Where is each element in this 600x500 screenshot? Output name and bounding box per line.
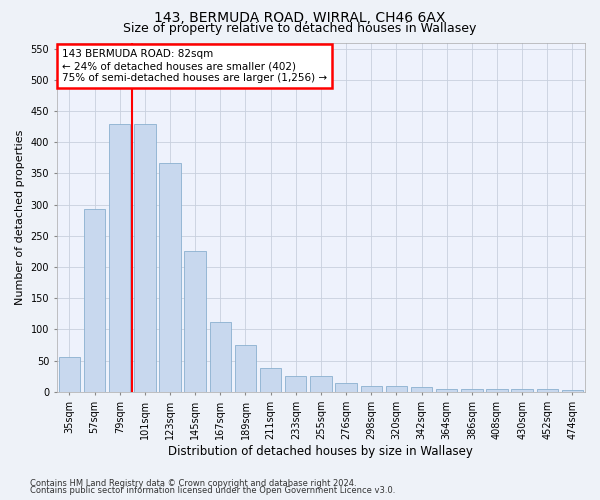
X-axis label: Distribution of detached houses by size in Wallasey: Distribution of detached houses by size … — [169, 444, 473, 458]
Bar — [134, 124, 155, 392]
Bar — [84, 209, 105, 392]
Text: Contains HM Land Registry data © Crown copyright and database right 2024.: Contains HM Land Registry data © Crown c… — [30, 478, 356, 488]
Bar — [461, 388, 482, 392]
Bar — [335, 383, 357, 392]
Text: 143, BERMUDA ROAD, WIRRAL, CH46 6AX: 143, BERMUDA ROAD, WIRRAL, CH46 6AX — [154, 11, 446, 25]
Bar — [436, 388, 457, 392]
Bar — [536, 390, 558, 392]
Bar — [411, 387, 432, 392]
Bar — [511, 390, 533, 392]
Bar — [209, 322, 231, 392]
Y-axis label: Number of detached properties: Number of detached properties — [15, 130, 25, 305]
Bar — [562, 390, 583, 392]
Bar — [235, 345, 256, 392]
Bar — [260, 368, 281, 392]
Bar — [486, 390, 508, 392]
Bar — [59, 358, 80, 392]
Bar — [361, 386, 382, 392]
Bar — [310, 376, 332, 392]
Text: 143 BERMUDA ROAD: 82sqm
← 24% of detached houses are smaller (402)
75% of semi-d: 143 BERMUDA ROAD: 82sqm ← 24% of detache… — [62, 50, 327, 82]
Bar — [386, 386, 407, 392]
Bar — [109, 124, 130, 392]
Bar — [184, 252, 206, 392]
Bar — [285, 376, 307, 392]
Bar — [160, 163, 181, 392]
Text: Size of property relative to detached houses in Wallasey: Size of property relative to detached ho… — [124, 22, 476, 35]
Text: Contains public sector information licensed under the Open Government Licence v3: Contains public sector information licen… — [30, 486, 395, 495]
